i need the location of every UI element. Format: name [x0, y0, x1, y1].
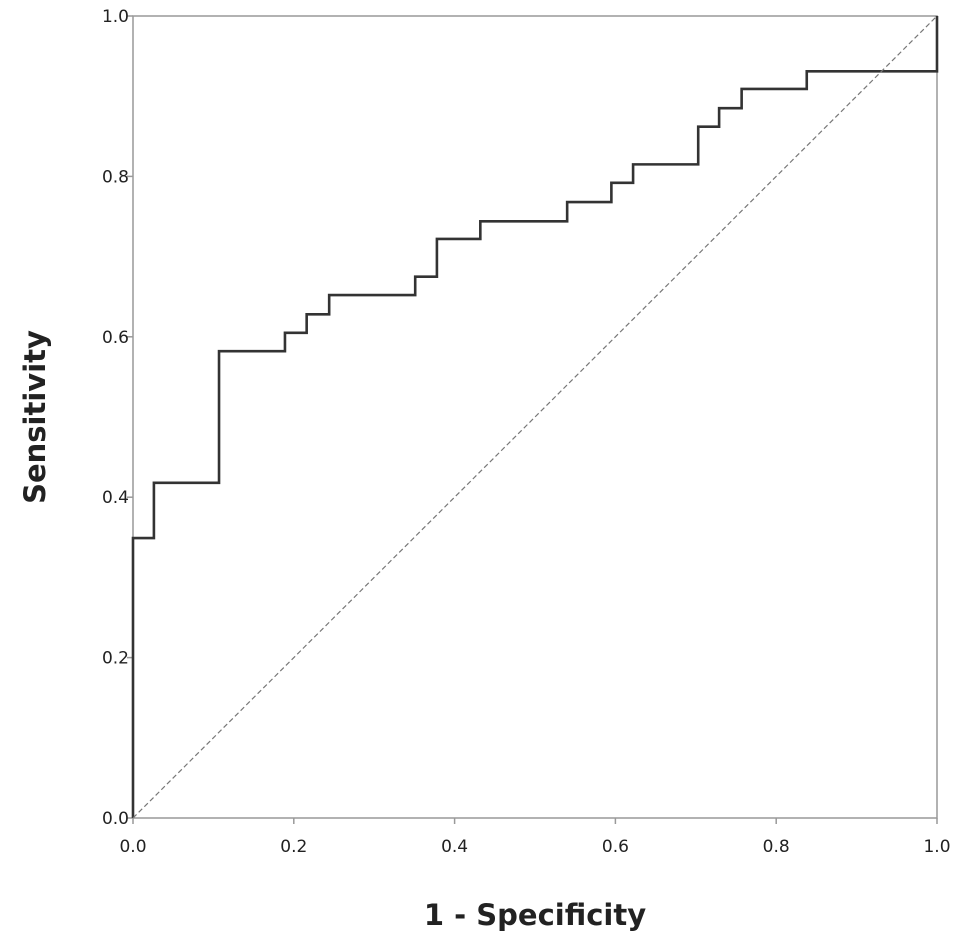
y-axis-title: Sensitivity — [18, 330, 52, 504]
y-tick-label: 0.0 — [102, 809, 129, 829]
x-tick-label: 0.0 — [119, 837, 146, 857]
x-tick-label: 0.2 — [280, 837, 307, 857]
reference-line — [132, 15, 938, 819]
plot-frame — [132, 15, 938, 819]
roc-curve — [131, 16, 939, 818]
x-axis-title: 1 - Specificity — [424, 898, 646, 932]
y-tick-label: 0.6 — [102, 328, 129, 348]
x-tick-label: 0.6 — [602, 837, 629, 857]
x-tick-label: 0.8 — [763, 837, 790, 857]
y-tick-label: 0.8 — [102, 167, 129, 187]
y-tick-label: 0.4 — [102, 488, 129, 508]
y-tick-label: 1.0 — [102, 7, 129, 27]
x-tick-label: 0.4 — [441, 837, 468, 857]
x-tick-label: 1.0 — [923, 837, 950, 857]
y-tick-label: 0.2 — [102, 649, 129, 669]
